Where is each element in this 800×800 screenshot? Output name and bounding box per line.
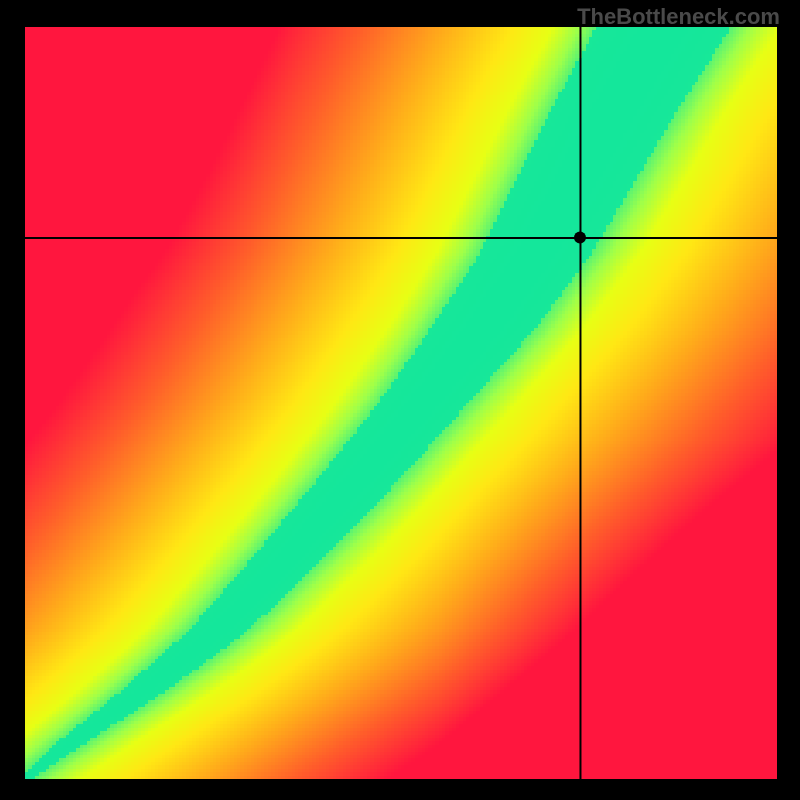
watermark-text: TheBottleneck.com bbox=[577, 4, 780, 30]
chart-container: TheBottleneck.com bbox=[0, 0, 800, 800]
bottleneck-heatmap bbox=[25, 27, 777, 779]
